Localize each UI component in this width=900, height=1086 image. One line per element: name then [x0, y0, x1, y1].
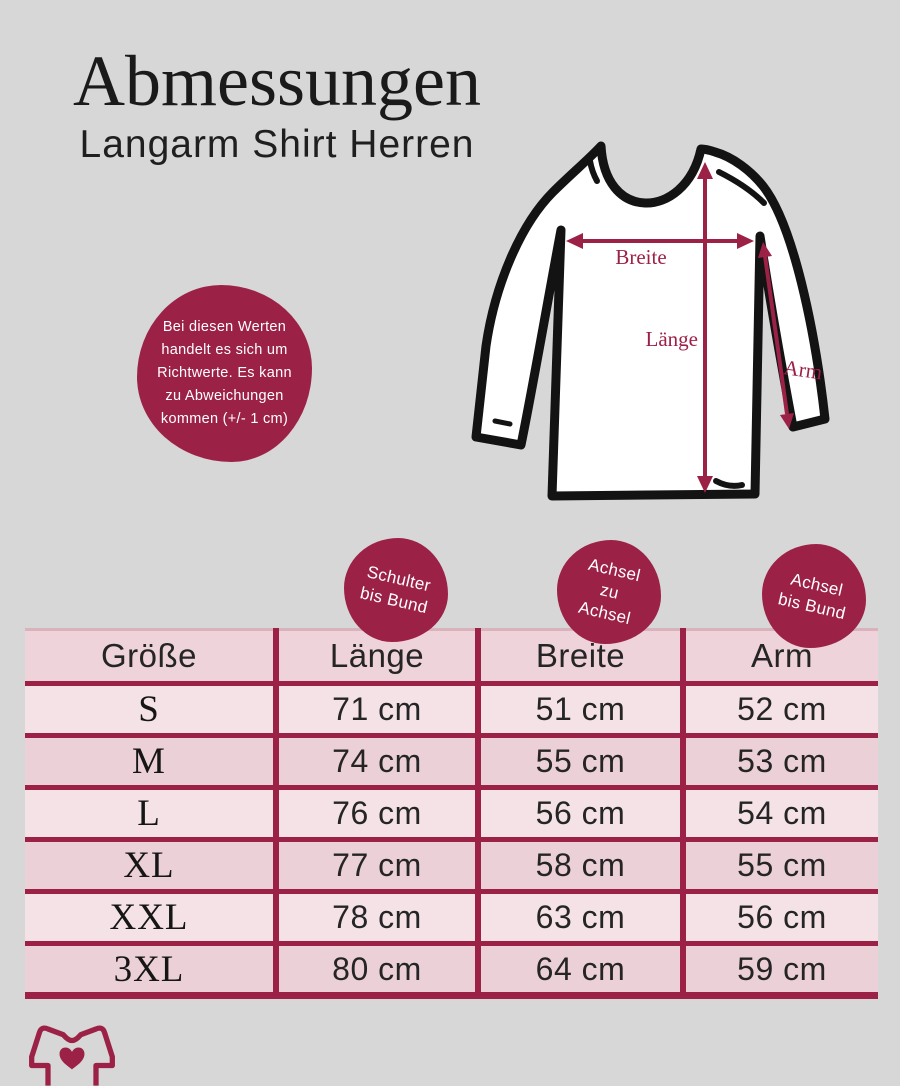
measurement-cell: 59 cm [680, 943, 878, 996]
tolerance-note-line: Bei diesen Werten [162, 318, 287, 335]
measurement-cell: 56 cm [475, 787, 683, 840]
measurement-cell: 54 cm [680, 787, 878, 840]
page-title: Abmessungen [73, 41, 481, 121]
measurement-cell: 55 cm [475, 735, 683, 788]
width-arrow [566, 233, 754, 249]
tolerance-note-badge: Bei diesen Werten handelt es sich um Ric… [137, 285, 312, 462]
page-subtitle: Langarm Shirt Herren [79, 122, 475, 166]
column-header-arm: Arm [680, 629, 878, 684]
size-cell: L [137, 793, 161, 834]
tolerance-note-line: zu Abweichungen [165, 388, 284, 405]
table-row-m: M 74 cm 55 cm 53 cm [25, 735, 878, 788]
length-arrow [697, 162, 713, 493]
measurement-cell: 74 cm [273, 735, 478, 788]
measurement-cell: 56 cm [680, 891, 878, 944]
measurement-cell: 55 cm [680, 839, 878, 892]
size-cell: XL [123, 845, 175, 886]
measurement-cell: 52 cm [680, 683, 878, 736]
shirt-diagram-illustration: Breite Länge Arm [471, 141, 830, 501]
size-cell: 3XL [113, 948, 185, 990]
measurement-cell: 64 cm [475, 943, 683, 996]
width-arrow-label: Breite [615, 245, 666, 269]
measurement-cell: 71 cm [273, 683, 478, 736]
measurement-cell: 53 cm [680, 735, 878, 788]
tolerance-note-line: handelt es sich um [161, 341, 288, 358]
column-badge-armpit-to-armpit: Achsel zu Achsel [557, 540, 661, 644]
tolerance-note-line: Richtwerte. Es kann [157, 364, 292, 381]
table-row-xl: XL 77 cm 58 cm 55 cm [25, 839, 878, 892]
length-arrow-label: Länge [646, 327, 698, 351]
measurement-cell: 58 cm [475, 839, 683, 892]
shirt-heart-logo-icon [29, 1025, 115, 1086]
size-cell: XXL [109, 897, 189, 938]
column-badge-armpit-to-hem: Achsel bis Bund [762, 544, 866, 648]
table-row-xxl: XXL 78 cm 63 cm 56 cm [25, 891, 878, 944]
table-row-s: S 71 cm 51 cm 52 cm [25, 683, 878, 736]
measurement-cell: 76 cm [273, 787, 478, 840]
tolerance-note-line: kommen (+/- 1 cm) [160, 411, 289, 428]
title-block: Abmessungen Langarm Shirt Herren [60, 41, 494, 166]
table-row-3xl: 3XL 80 cm 64 cm 59 cm [25, 943, 878, 996]
arm-arrow [758, 242, 794, 429]
table-header-row: Größe Länge Breite Arm [25, 629, 878, 684]
measurement-cell: 63 cm [475, 891, 683, 944]
arm-arrow-label: Arm [782, 355, 823, 384]
size-table: Größe Länge Breite Arm S 71 cm 51 cm 52 … [25, 628, 878, 999]
size-cell: M [132, 741, 166, 782]
measurement-cell: 78 cm [273, 891, 478, 944]
measurement-cell: 51 cm [475, 683, 683, 736]
column-header-width: Breite [475, 629, 683, 684]
measurement-cell: 80 cm [273, 943, 478, 996]
column-header-size: Größe [25, 629, 276, 684]
table-row-l: L 76 cm 56 cm 54 cm [25, 787, 878, 840]
column-badge-shoulder-to-hem: Schulter bis Bund [344, 538, 448, 642]
measurement-cell: 77 cm [273, 839, 478, 892]
size-cell: S [138, 689, 160, 730]
